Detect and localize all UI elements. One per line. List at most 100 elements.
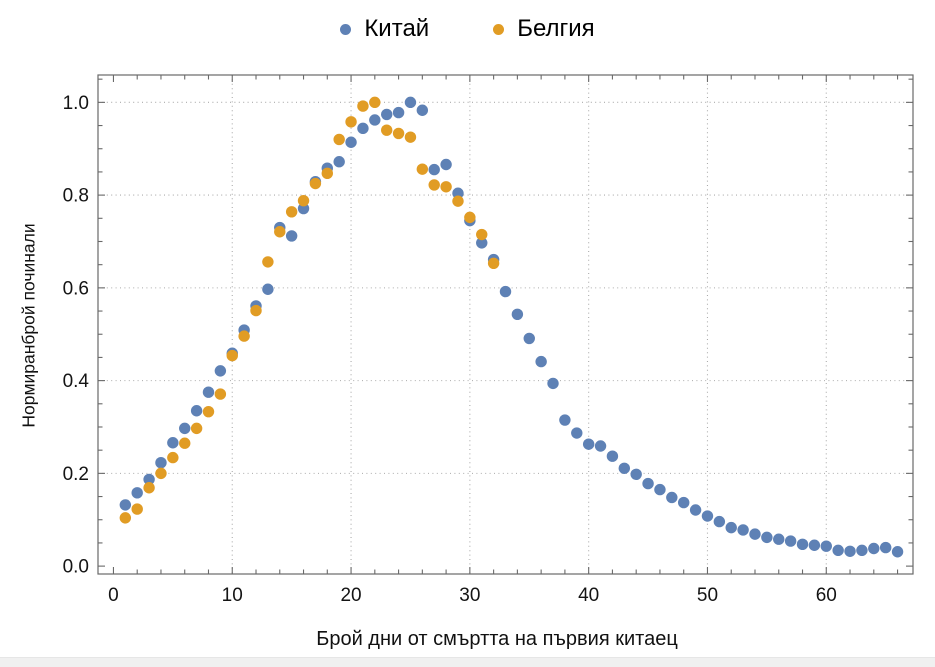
data-point (452, 195, 464, 207)
y-tick-label: 1.0 (63, 93, 89, 114)
data-point (143, 473, 155, 486)
y-tick-label: 0.4 (63, 371, 90, 392)
data-point (630, 468, 642, 480)
data-point (297, 202, 310, 215)
data-point (262, 283, 274, 295)
data-point (131, 487, 143, 499)
data-point (250, 304, 262, 317)
data-point (737, 524, 749, 536)
x-tick-labels: 0 10 20 30 40 50 60 (108, 585, 837, 606)
data-point (345, 136, 357, 148)
data-point (428, 163, 440, 176)
data-point (773, 533, 785, 545)
data-point (879, 541, 892, 554)
y-tick-label: 0.8 (63, 186, 89, 207)
data-point (416, 163, 429, 175)
data-point (190, 405, 203, 417)
data-point (487, 257, 500, 269)
data-point (262, 256, 274, 268)
data-point (440, 158, 452, 171)
plot-frame (97, 74, 914, 575)
x-tick-label: 20 (340, 585, 361, 606)
data-point (856, 544, 868, 557)
data-point (285, 206, 298, 218)
x-tick-label: 10 (222, 585, 243, 606)
china-series-marker-icon (340, 23, 352, 35)
data-point (428, 179, 440, 191)
data-point (416, 104, 429, 116)
y-tick-label: 0.0 (63, 557, 89, 578)
x-tick-label: 60 (816, 585, 837, 606)
data-point (499, 285, 512, 298)
data-point (380, 108, 393, 121)
data-point (380, 124, 393, 136)
belgium-series-marker-icon (493, 23, 505, 35)
legend-label-china: Китай (364, 15, 430, 42)
data-point (369, 96, 381, 109)
data-point (202, 405, 215, 418)
y-tick-label: 0.6 (63, 278, 89, 299)
data-point (820, 540, 832, 552)
data-point (392, 106, 405, 119)
data-point (523, 332, 535, 345)
data-point (333, 156, 345, 168)
data-point (392, 127, 405, 140)
scatter-series-1 (119, 96, 500, 524)
data-point (511, 308, 524, 320)
data-point (119, 499, 132, 511)
legend-label-belgium: Белгия (517, 15, 595, 42)
data-point (796, 538, 809, 551)
data-point (582, 438, 595, 450)
data-point (832, 544, 844, 557)
y-tick-label: 0.2 (63, 464, 89, 485)
data-point (678, 496, 690, 509)
legend-item-belgium: Белгия (493, 15, 595, 42)
data-point (404, 131, 417, 143)
data-point (606, 450, 619, 462)
data-point (452, 187, 464, 199)
data-point (868, 542, 880, 555)
data-point (571, 427, 583, 439)
data-point (689, 504, 702, 516)
x-tick-label: 40 (578, 585, 599, 606)
data-point (476, 228, 488, 241)
data-point (131, 503, 143, 515)
data-point (654, 483, 666, 496)
data-point (119, 512, 132, 524)
data-point (167, 437, 179, 449)
y-axis-label: Нормиранброй починали (18, 223, 39, 428)
data-point (559, 414, 571, 426)
data-point (274, 226, 286, 238)
data-point (666, 491, 678, 504)
x-axis-label: Брой дни от смъртта на първия китаец (316, 628, 678, 650)
data-point (784, 535, 797, 547)
data-point (369, 114, 381, 126)
data-point (535, 355, 547, 368)
data-point (440, 181, 452, 193)
data-point (143, 482, 155, 494)
data-point (749, 528, 761, 540)
data-point (214, 388, 227, 400)
data-point (476, 237, 488, 249)
data-point (179, 422, 191, 435)
data-point (214, 365, 227, 377)
data-point (725, 521, 737, 534)
data-point (547, 377, 559, 390)
data-point (404, 96, 417, 109)
data-point (844, 545, 856, 557)
gridlines (98, 75, 913, 574)
data-point (297, 194, 310, 207)
y-tick-labels: 0.0 0.2 0.4 0.6 0.8 1.0 (63, 93, 90, 578)
x-tick-label: 30 (459, 585, 480, 606)
data-point (167, 451, 179, 464)
data-point (594, 440, 607, 452)
data-point (179, 437, 191, 449)
data-point (345, 116, 357, 128)
scatter-series-0 (119, 96, 904, 558)
window-bottom-strip (0, 657, 935, 667)
data-point (190, 422, 203, 435)
data-point (618, 462, 631, 474)
x-tick-label: 0 (108, 585, 119, 606)
